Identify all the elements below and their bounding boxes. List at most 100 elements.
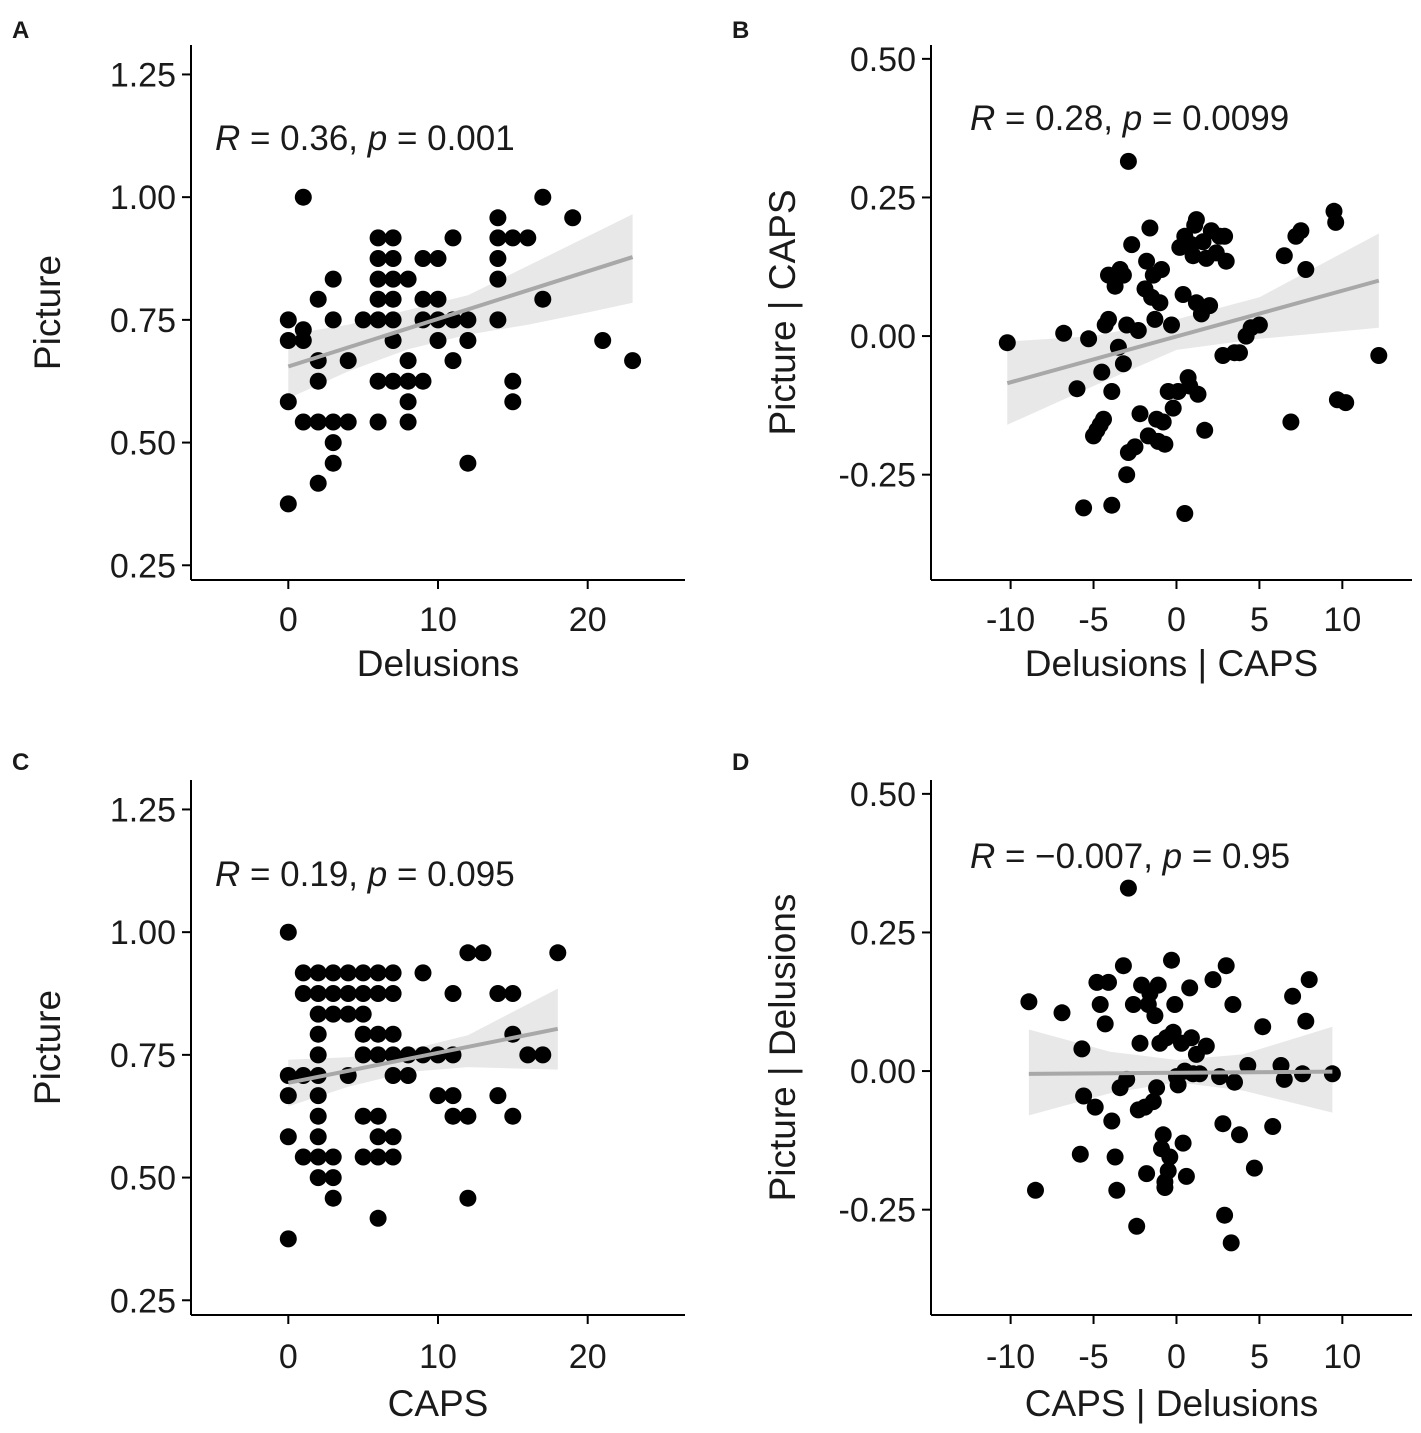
y-axis-title: Picture (27, 255, 68, 370)
x-axis-title: Delusions (357, 643, 519, 684)
data-point (384, 250, 402, 267)
data-point (414, 964, 432, 982)
data-point (1148, 1079, 1166, 1097)
data-point (1217, 252, 1235, 270)
data-point (309, 964, 327, 982)
data-point (369, 1209, 387, 1227)
data-point (294, 413, 312, 431)
data-point (1073, 1040, 1091, 1058)
data-point (384, 1067, 402, 1084)
data-point (1264, 1118, 1282, 1135)
data-point (1159, 1162, 1177, 1180)
data-point (369, 311, 387, 329)
data-point (384, 985, 402, 1002)
data-point (384, 1128, 402, 1146)
x-tick-label: -5 (1078, 601, 1108, 639)
data-point (309, 1148, 327, 1166)
data-point (1075, 499, 1093, 517)
data-point (324, 270, 342, 288)
data-point (1146, 1007, 1164, 1025)
data-point (384, 1025, 402, 1043)
panel-A: A 0.25 0.50 0.75 1.00 1.25 0 10 20 Delusions Pictu… (12, 17, 685, 684)
data-point (369, 270, 387, 288)
data-point (384, 290, 402, 308)
data-point (1370, 347, 1388, 364)
data-point (384, 372, 402, 390)
y-tick-label: 0.00 (850, 1053, 916, 1091)
data-point (324, 1189, 342, 1207)
data-point (489, 1087, 507, 1105)
data-point (339, 985, 357, 1002)
data-point (1196, 421, 1214, 439)
data-point (519, 229, 537, 247)
data-point (534, 188, 552, 206)
data-point (339, 413, 357, 431)
data-point (1231, 1126, 1248, 1144)
data-point (339, 1005, 357, 1023)
correlation-annotation: R = 0.28, p = 0.0099 (970, 99, 1289, 138)
y-tick-label: 0.75 (110, 1037, 176, 1075)
y-tick-label: 0.25 (850, 914, 916, 952)
y-tick-label: 1.00 (110, 179, 176, 217)
data-point (294, 985, 312, 1002)
data-point (1071, 1145, 1089, 1163)
panel-C: C 0.25 0.50 0.75 1.00 1.25 0 10 20 CAPS Picture R =… (12, 749, 685, 1424)
data-point (399, 393, 417, 411)
data-point (279, 1087, 297, 1105)
y-tick-label: -0.25 (839, 457, 917, 495)
data-point (444, 1107, 462, 1125)
x-axis-title: CAPS | Delusions (1025, 1383, 1318, 1424)
data-point (339, 964, 357, 982)
data-point (309, 985, 327, 1002)
data-point (998, 334, 1016, 352)
data-point (1153, 261, 1170, 278)
data-point (309, 1046, 327, 1064)
data-point (1282, 413, 1300, 431)
data-point (309, 1128, 327, 1146)
data-point (384, 311, 402, 329)
x-tick-label: 0 (279, 601, 298, 639)
data-point (1226, 1073, 1243, 1091)
y-tick-label: 0.50 (110, 1160, 176, 1198)
x-tick-label: 10 (419, 601, 457, 639)
data-point (1163, 316, 1180, 334)
data-point (324, 1005, 342, 1023)
data-point (279, 393, 297, 411)
data-point (384, 1148, 402, 1166)
y-tick-label: 0.75 (110, 302, 176, 340)
data-point (429, 250, 447, 267)
data-point (324, 434, 342, 452)
data-point (1027, 1181, 1044, 1199)
data-point (459, 944, 477, 962)
data-point (1217, 957, 1235, 975)
x-tick-label: -10 (986, 1338, 1035, 1376)
x-axis-title: Delusions | CAPS (1025, 643, 1318, 684)
data-point (1297, 1012, 1315, 1030)
data-point (324, 413, 342, 431)
data-point (1177, 1167, 1195, 1185)
y-axis-title: Picture (27, 990, 68, 1105)
x-tick-label: 0 (1167, 601, 1186, 639)
data-point (324, 1169, 342, 1187)
data-point (1245, 1159, 1263, 1177)
x-tick-label: -5 (1078, 1338, 1108, 1376)
data-point (1138, 1165, 1156, 1183)
data-point (1075, 1087, 1093, 1105)
data-point (309, 474, 327, 492)
y-tick-label: 0.50 (850, 776, 916, 814)
data-point (1250, 316, 1268, 334)
y-tick-label: 1.25 (110, 791, 176, 829)
data-point (1128, 1217, 1146, 1235)
data-point (459, 454, 477, 472)
data-point (504, 1107, 522, 1125)
data-point (489, 229, 507, 247)
panel-label: B (732, 17, 749, 44)
regression-line (1028, 1069, 1333, 1076)
data-point (1275, 1070, 1293, 1088)
data-point (1103, 496, 1121, 514)
data-point (459, 1189, 477, 1207)
data-point (1189, 385, 1207, 403)
data-point (294, 964, 312, 982)
data-point (474, 944, 492, 962)
data-point (1222, 1234, 1240, 1252)
